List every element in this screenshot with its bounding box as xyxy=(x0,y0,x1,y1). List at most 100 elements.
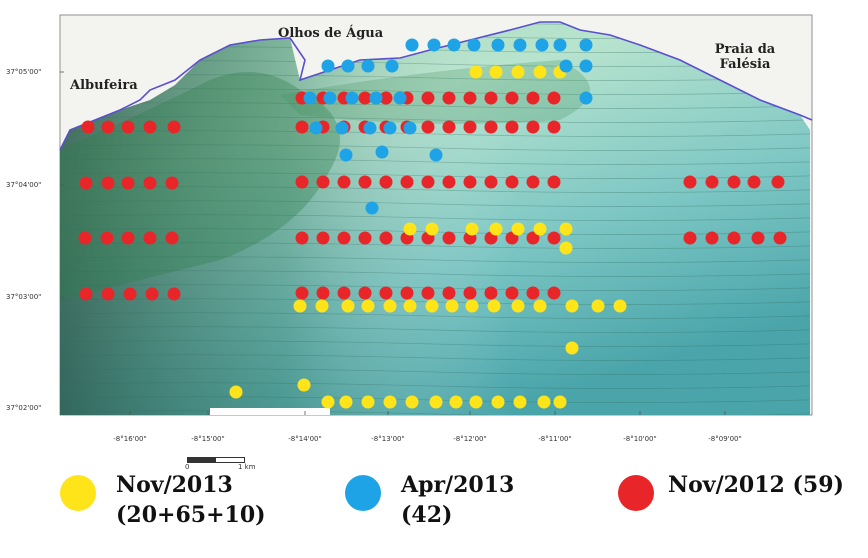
sample-point-nov2013 xyxy=(315,299,329,313)
sample-point-nov2012 xyxy=(81,120,95,134)
sample-point-nov2012 xyxy=(442,175,456,189)
sample-point-nov2012 xyxy=(337,286,351,300)
sample-point-nov2012 xyxy=(547,120,561,134)
sample-point-nov2012 xyxy=(727,175,741,189)
sample-point-nov2012 xyxy=(547,231,561,245)
sample-point-nov2012 xyxy=(526,91,540,105)
sample-point-nov2012 xyxy=(379,231,393,245)
sample-point-nov2012 xyxy=(705,231,719,245)
sample-point-nov2012 xyxy=(463,91,477,105)
sample-point-apr2013 xyxy=(579,59,593,73)
sample-point-nov2013 xyxy=(403,299,417,313)
sample-point-nov2012 xyxy=(484,175,498,189)
sample-point-nov2013 xyxy=(491,395,505,409)
scale-bar: 0 1 km xyxy=(182,452,272,476)
sample-point-apr2013 xyxy=(383,121,397,135)
sample-point-apr2013 xyxy=(403,121,417,135)
sample-point-nov2013 xyxy=(613,299,627,313)
sample-point-nov2012 xyxy=(101,287,115,301)
sample-point-nov2012 xyxy=(773,231,787,245)
label-albufeira: Albufeira xyxy=(70,78,138,93)
sample-point-nov2012 xyxy=(121,176,135,190)
scale-bar-graphic xyxy=(187,457,245,463)
sample-point-nov2012 xyxy=(484,286,498,300)
sample-point-nov2013 xyxy=(445,299,459,313)
legend-sublabel: (42) xyxy=(401,502,453,528)
sample-point-nov2012 xyxy=(121,120,135,134)
sample-point-nov2012 xyxy=(101,120,115,134)
sample-point-nov2012 xyxy=(442,231,456,245)
sample-point-nov2013 xyxy=(511,65,525,79)
sample-point-nov2012 xyxy=(442,91,456,105)
sample-point-apr2013 xyxy=(553,38,567,52)
sample-point-nov2013 xyxy=(513,395,527,409)
sample-point-apr2013 xyxy=(513,38,527,52)
sample-point-nov2013 xyxy=(565,341,579,355)
sample-point-nov2013 xyxy=(429,395,443,409)
sample-point-nov2012 xyxy=(505,175,519,189)
sample-point-nov2012 xyxy=(123,287,137,301)
sample-point-nov2012 xyxy=(143,231,157,245)
sample-point-nov2013 xyxy=(489,65,503,79)
sample-point-nov2013 xyxy=(361,299,375,313)
sample-point-nov2012 xyxy=(121,231,135,245)
sample-point-nov2013 xyxy=(511,222,525,236)
sample-point-nov2013 xyxy=(533,299,547,313)
legend-item-nov2012: Nov/2012 (59) xyxy=(618,470,844,511)
lon-label: -8°11'00" xyxy=(538,435,572,443)
sample-point-nov2013 xyxy=(403,222,417,236)
sample-point-nov2013 xyxy=(339,395,353,409)
sample-point-nov2012 xyxy=(358,231,372,245)
sample-point-nov2012 xyxy=(167,287,181,301)
sample-point-nov2012 xyxy=(421,286,435,300)
sample-point-nov2013 xyxy=(559,222,573,236)
sample-point-nov2012 xyxy=(484,120,498,134)
sample-point-nov2012 xyxy=(526,175,540,189)
sample-point-nov2013 xyxy=(553,395,567,409)
sample-point-nov2013 xyxy=(487,299,501,313)
sample-point-nov2012 xyxy=(400,286,414,300)
sample-point-nov2012 xyxy=(143,176,157,190)
sample-point-nov2012 xyxy=(751,231,765,245)
sample-point-nov2012 xyxy=(358,175,372,189)
label-olhos-de-agua: Olhos de Água xyxy=(278,26,384,41)
sample-point-nov2013 xyxy=(293,299,307,313)
lon-label: -8°15'00" xyxy=(191,435,225,443)
sample-point-nov2013 xyxy=(321,395,335,409)
sample-point-nov2013 xyxy=(489,222,503,236)
sample-point-nov2013 xyxy=(383,299,397,313)
sample-point-apr2013 xyxy=(309,121,323,135)
sample-point-apr2013 xyxy=(369,91,383,105)
lon-label: -8°13'00" xyxy=(371,435,405,443)
sample-point-apr2013 xyxy=(429,148,443,162)
sample-point-apr2013 xyxy=(365,201,379,215)
sample-point-nov2012 xyxy=(442,286,456,300)
sample-point-nov2012 xyxy=(526,286,540,300)
sample-point-apr2013 xyxy=(579,91,593,105)
sample-point-nov2012 xyxy=(78,231,92,245)
sample-point-nov2012 xyxy=(165,231,179,245)
sample-point-nov2013 xyxy=(533,222,547,236)
sample-point-apr2013 xyxy=(579,38,593,52)
sample-point-nov2012 xyxy=(358,91,372,105)
legend-dot-yellow xyxy=(60,475,96,511)
sample-point-nov2012 xyxy=(526,120,540,134)
sample-point-apr2013 xyxy=(303,91,317,105)
sample-point-nov2013 xyxy=(425,222,439,236)
sample-point-nov2012 xyxy=(463,286,477,300)
lon-label: -8°14'00" xyxy=(288,435,322,443)
sample-point-nov2012 xyxy=(165,176,179,190)
sample-point-apr2013 xyxy=(535,38,549,52)
lat-label: 37°02'00" xyxy=(6,404,42,412)
label-praia-da-falesia: Praia da Falésia xyxy=(710,42,780,72)
legend-label: Nov/2013 xyxy=(116,472,233,498)
legend-item-nov2013: Nov/2013 (20+65+10) xyxy=(60,470,266,530)
sample-point-apr2013 xyxy=(323,91,337,105)
sample-point-nov2012 xyxy=(442,120,456,134)
sample-point-nov2013 xyxy=(449,395,463,409)
sample-point-nov2012 xyxy=(379,286,393,300)
sample-point-nov2012 xyxy=(337,175,351,189)
sample-point-apr2013 xyxy=(427,38,441,52)
sample-point-nov2012 xyxy=(526,231,540,245)
sample-point-nov2012 xyxy=(727,231,741,245)
